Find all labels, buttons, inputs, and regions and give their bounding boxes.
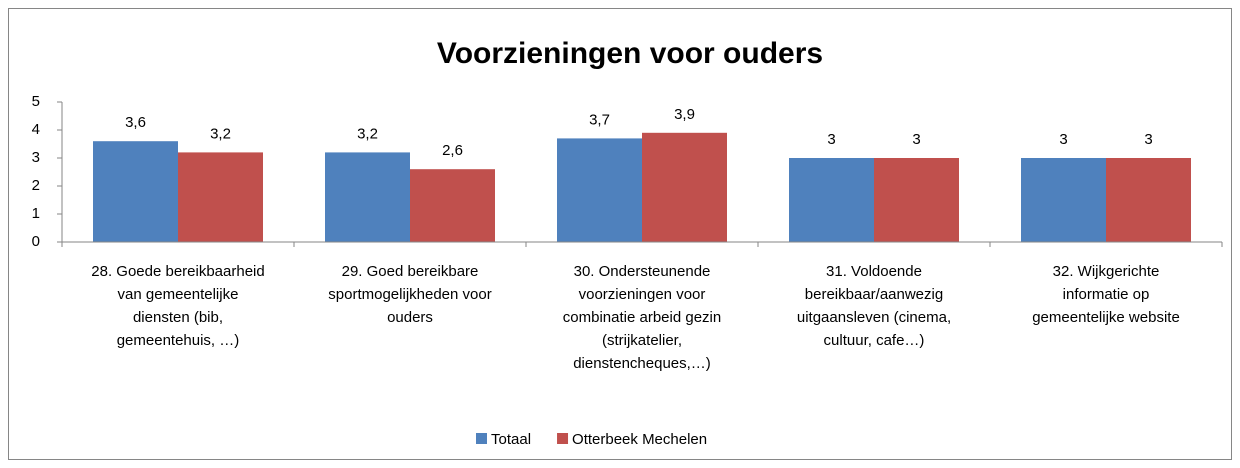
- x-tick-label: (strijkatelier,: [602, 332, 682, 349]
- x-tick-label: 30. Ondersteunende: [574, 263, 711, 280]
- x-tick-label: ouders: [387, 309, 433, 326]
- y-tick-label: 3: [32, 149, 40, 166]
- bar: [93, 141, 178, 242]
- x-tick-label: cultuur, cafe…): [824, 332, 925, 349]
- bar: [789, 158, 874, 242]
- legend-swatch: [557, 433, 569, 444]
- bar: [410, 169, 495, 242]
- bar: [1106, 158, 1191, 242]
- x-tick-label: gemeentehuis, …): [117, 332, 240, 349]
- x-tick-label: dienstencheques,…): [573, 355, 711, 372]
- data-label: 2,6: [442, 142, 463, 159]
- bar: [178, 152, 263, 242]
- x-tick-label: bereikbaar/aanwezig: [805, 286, 943, 303]
- data-label: 3,9: [674, 106, 695, 123]
- x-tick-label: voorzieningen voor: [579, 286, 706, 303]
- x-tick-label: gemeentelijke website: [1032, 309, 1180, 326]
- x-tick-label: 28. Goede bereikbaarheid: [91, 263, 264, 280]
- data-label: 3,7: [589, 111, 610, 128]
- chart-title: Voorzieningen voor ouders: [437, 37, 823, 70]
- legend-swatch: [476, 433, 487, 444]
- y-tick-label: 1: [32, 205, 40, 222]
- y-tick-label: 4: [32, 121, 40, 138]
- x-tick-label: van gemeentelijke: [118, 286, 239, 303]
- data-label: 3,2: [357, 125, 378, 142]
- x-tick-label: informatie op: [1063, 286, 1150, 303]
- bar: [1021, 158, 1106, 242]
- bar: [325, 152, 410, 242]
- bar: [557, 138, 642, 242]
- data-label: 3: [912, 131, 920, 148]
- x-tick-label: uitgaansleven (cinema,: [797, 309, 951, 326]
- data-label: 3,2: [210, 125, 231, 142]
- data-label: 3: [1059, 131, 1067, 148]
- data-label: 3,6: [125, 114, 146, 131]
- bar: [642, 132, 727, 242]
- bar: [874, 158, 959, 242]
- y-tick-label: 5: [32, 93, 40, 110]
- y-tick-label: 2: [32, 177, 40, 194]
- x-tick-label: sportmogelijkheden voor: [328, 286, 491, 303]
- x-tick-label: 31. Voldoende: [826, 263, 922, 280]
- data-label: 3: [827, 131, 835, 148]
- y-tick-label: 0: [32, 233, 40, 250]
- x-tick-label: diensten (bib,: [133, 309, 223, 326]
- data-label: 3: [1144, 131, 1152, 148]
- x-tick-label: combinatie arbeid gezin: [563, 309, 721, 326]
- x-tick-label: 29. Goed bereikbare: [342, 263, 479, 280]
- x-tick-label: 32. Wijkgerichte: [1053, 263, 1160, 280]
- legend-label: Totaal: [491, 431, 531, 448]
- legend-label: Otterbeek Mechelen: [572, 431, 707, 448]
